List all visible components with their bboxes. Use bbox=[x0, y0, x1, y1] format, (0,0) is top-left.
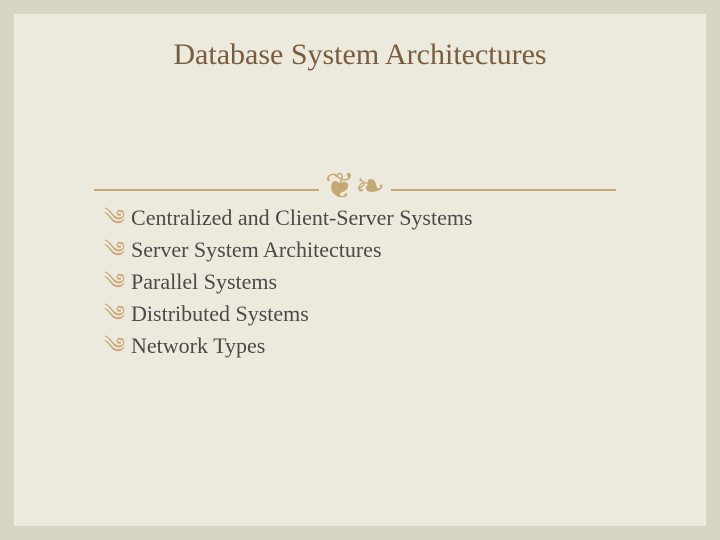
slide-title: Database System Architectures bbox=[14, 38, 706, 72]
list-item: ༄ Parallel Systems bbox=[104, 266, 616, 298]
list-item: ༄ Server System Architectures bbox=[104, 234, 616, 266]
list-item: ༄ Network Types bbox=[104, 330, 616, 362]
bullet-icon: ༄ bbox=[104, 266, 125, 298]
slide: Database System Architectures ❦❧ ༄ Centr… bbox=[0, 0, 720, 540]
bullet-list: ༄ Centralized and Client-Server Systems … bbox=[104, 202, 616, 361]
divider-line-right bbox=[391, 189, 616, 191]
bullet-icon: ༄ bbox=[104, 330, 125, 362]
list-item: ༄ Centralized and Client-Server Systems bbox=[104, 202, 616, 234]
list-item-label: Server System Architectures bbox=[131, 234, 382, 266]
bullet-icon: ༄ bbox=[104, 298, 125, 330]
divider-line-left bbox=[94, 189, 319, 191]
list-item-label: Network Types bbox=[131, 330, 265, 362]
list-item: ༄ Distributed Systems bbox=[104, 298, 616, 330]
list-item-label: Centralized and Client-Server Systems bbox=[131, 202, 473, 234]
list-item-label: Distributed Systems bbox=[131, 298, 309, 330]
bullet-icon: ༄ bbox=[104, 202, 125, 234]
flourish-icon: ❦❧ bbox=[319, 168, 391, 204]
list-item-label: Parallel Systems bbox=[131, 266, 277, 298]
bullet-icon: ༄ bbox=[104, 234, 125, 266]
